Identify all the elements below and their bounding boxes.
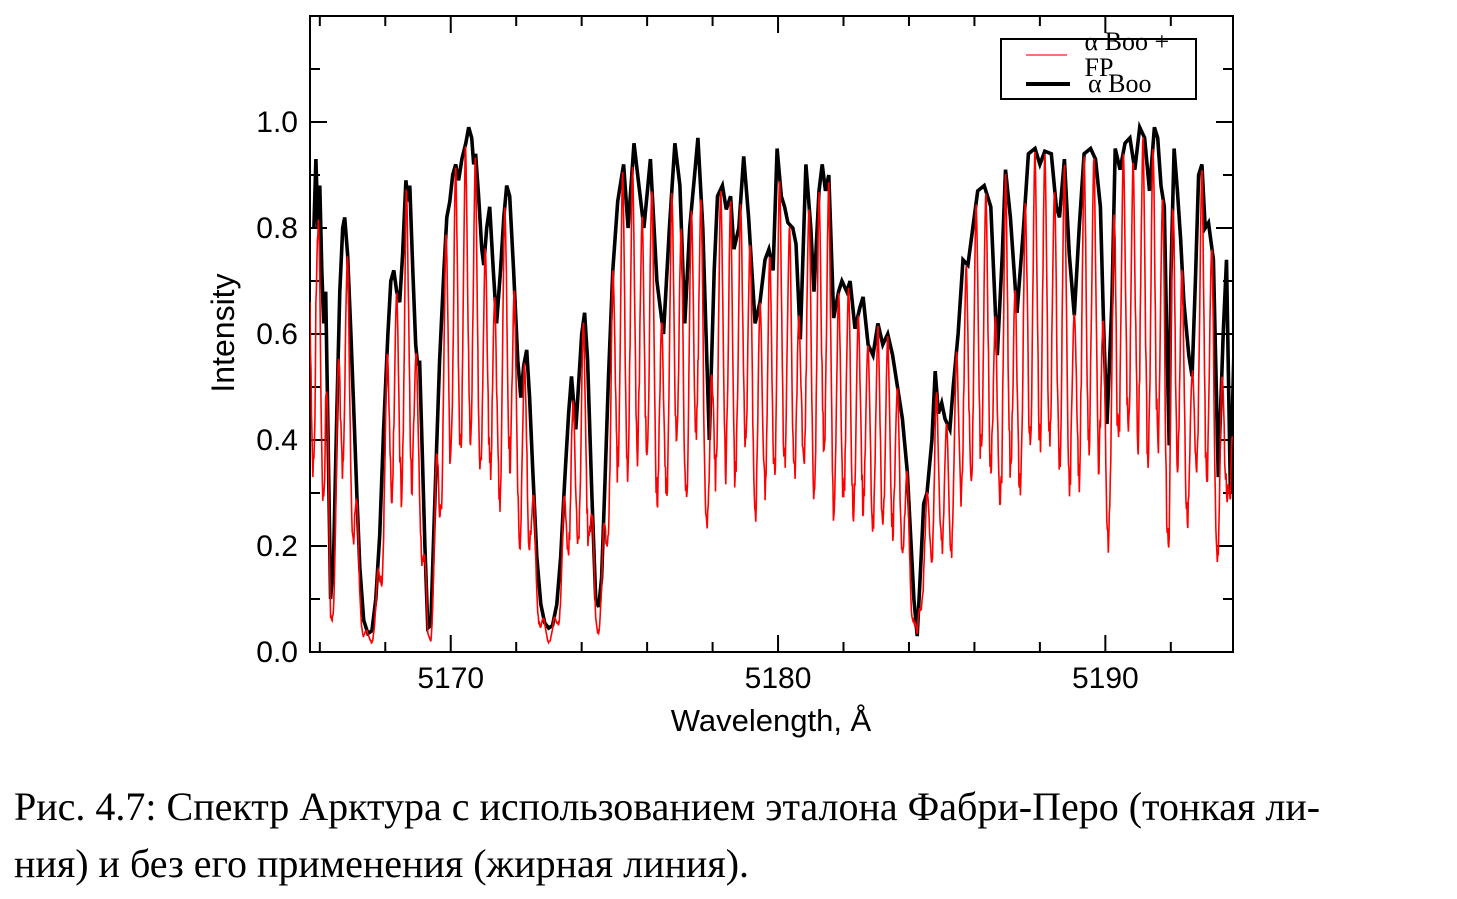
legend-label-fp: α Boo + FP — [1084, 26, 1170, 82]
legend-label-boo: α Boo — [1088, 68, 1152, 98]
y-tick-label: 0.8 — [256, 212, 298, 245]
x-tick-label: 5170 — [417, 662, 484, 695]
legend-entry-boo: α Boo — [1002, 69, 1195, 98]
fp-spectrum-line — [310, 137, 1233, 645]
x-tick-label: 5180 — [745, 662, 812, 695]
y-tick-label: 0.4 — [256, 424, 298, 457]
x-axis-title: Wavelength, Å — [670, 703, 872, 738]
spectrum-plot-svg: 5170 5180 5190 0.0 0.2 0.4 0.6 0.8 1.0 — [256, 15, 1234, 695]
black-thick-line-sample — [1026, 81, 1070, 86]
x-tick-label: 5190 — [1072, 662, 1139, 695]
legend: α Boo + FP α Boo — [1000, 28, 1197, 100]
y-tick-label: 1.0 — [256, 106, 298, 139]
y-tick-label: 0.6 — [256, 318, 298, 351]
y-tick-label: 0.0 — [256, 636, 298, 669]
legend-entry-fp: α Boo + FP — [1002, 28, 1195, 80]
caption-line-1: Рис. 4.7: Спектр Арктура с использование… — [14, 784, 1321, 829]
caption-line-2: ния) и без его применения (жирная линия)… — [14, 841, 750, 886]
red-thin-line-sample — [1026, 53, 1067, 56]
figure-caption: Рис. 4.7: Спектр Арктура с использование… — [14, 778, 1454, 892]
y-tick-label: 0.2 — [256, 530, 298, 563]
y-axis-title: Intensity — [205, 273, 241, 393]
